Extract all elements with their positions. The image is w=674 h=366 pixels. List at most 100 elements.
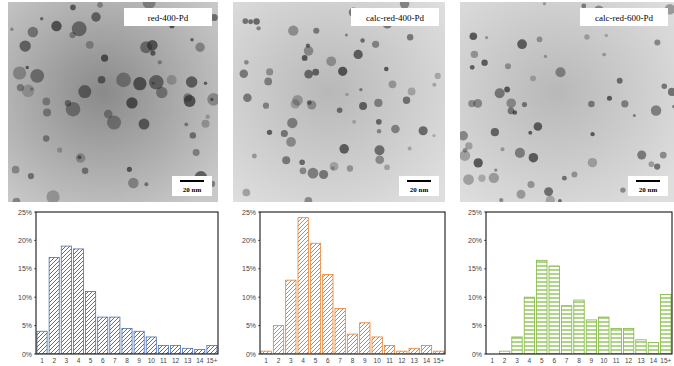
- x-tick-label: 9: [363, 357, 367, 364]
- particle: [504, 87, 510, 93]
- scale-box: [172, 176, 212, 196]
- particle: [43, 109, 51, 117]
- bar: [599, 317, 609, 354]
- y-tick-label: 20%: [242, 237, 256, 244]
- x-tick-label: 14: [196, 357, 204, 364]
- particle: [408, 146, 412, 150]
- x-tick-label: 4: [77, 357, 81, 364]
- particle: [263, 103, 269, 109]
- bar: [273, 326, 283, 354]
- x-tick-label: 1: [40, 357, 44, 364]
- scale-label: 20 nm: [410, 186, 429, 194]
- histogram: 0%5%10%15%20%25%123456789101112131415+: [468, 209, 672, 365]
- x-tick-label: 7: [113, 357, 117, 364]
- x-tick-label: 6: [101, 357, 105, 364]
- bar: [170, 345, 180, 354]
- bar: [636, 340, 646, 354]
- y-tick: [258, 297, 260, 298]
- particle: [193, 149, 200, 156]
- y-tick: [258, 268, 260, 269]
- histogram: 0%5%10%15%20%25%123456789101112131415+: [18, 209, 218, 365]
- bars: [499, 260, 671, 354]
- label-box: [124, 8, 212, 26]
- particle: [207, 93, 218, 106]
- particle: [617, 78, 623, 84]
- particle: [184, 122, 188, 126]
- particle: [307, 101, 316, 110]
- particle: [101, 55, 108, 62]
- particle: [584, 34, 589, 39]
- y-tick: [484, 297, 486, 298]
- particle: [91, 12, 100, 21]
- particle: [204, 82, 207, 85]
- particle: [384, 164, 390, 170]
- particle: [485, 36, 488, 39]
- particle: [654, 39, 660, 45]
- x-tick-label: 5: [314, 357, 318, 364]
- particle: [240, 69, 248, 77]
- bar: [524, 297, 534, 354]
- bar: [335, 309, 345, 354]
- particle: [156, 87, 167, 98]
- particle: [529, 153, 538, 162]
- image-background: [233, 2, 445, 202]
- bar: [183, 348, 193, 354]
- y-tick-label: 25%: [18, 209, 32, 216]
- particle: [304, 70, 313, 79]
- x-tick-label: 10: [374, 357, 382, 364]
- particle: [474, 158, 483, 167]
- bar: [310, 243, 320, 354]
- particle: [152, 82, 155, 85]
- y-tick: [34, 325, 36, 326]
- x-tick-label: 15+: [433, 357, 444, 364]
- particle: [126, 97, 137, 108]
- particle: [389, 80, 397, 88]
- particle: [104, 110, 113, 119]
- panel-title: calc-red-400-Pd: [366, 13, 424, 23]
- particle: [128, 178, 139, 189]
- bars: [37, 246, 217, 354]
- particle: [72, 21, 87, 36]
- x-tick-label: 8: [125, 357, 129, 364]
- bar: [586, 320, 596, 354]
- particle: [304, 46, 314, 56]
- x-tick-label: 5: [89, 357, 93, 364]
- bar: [421, 345, 431, 354]
- particle: [248, 19, 253, 24]
- particle: [649, 161, 655, 167]
- particle: [345, 33, 348, 36]
- particle: [468, 100, 475, 107]
- bar: [549, 266, 559, 354]
- figure: red-400-Pd20 nm0%5%10%15%20%25%123456789…: [0, 0, 674, 366]
- x-tick-label: 12: [625, 357, 633, 364]
- bar: [384, 345, 394, 354]
- particle: [116, 73, 131, 88]
- y-tick-label: 5%: [22, 322, 32, 329]
- particle: [307, 100, 312, 105]
- particle: [515, 148, 525, 158]
- particle: [256, 26, 260, 30]
- particle: [127, 167, 132, 172]
- particle: [51, 21, 61, 31]
- particle: [57, 148, 62, 153]
- y-tick-label: 15%: [18, 265, 32, 272]
- particle: [384, 67, 389, 72]
- bar: [49, 257, 59, 354]
- x-tick-label: 2: [277, 357, 281, 364]
- bar: [195, 349, 205, 354]
- particle: [543, 2, 546, 5]
- particle: [607, 96, 612, 101]
- particle: [527, 181, 534, 188]
- y-tick: [484, 212, 486, 213]
- x-tick-label: 12: [172, 357, 180, 364]
- particle: [660, 152, 667, 159]
- particle: [522, 102, 527, 107]
- x-tick-label: 1: [264, 357, 268, 364]
- particle: [242, 18, 248, 24]
- particle: [288, 26, 298, 36]
- particle: [300, 168, 307, 175]
- y-tick: [484, 268, 486, 269]
- scale-label: 20 nm: [639, 186, 658, 194]
- particle: [359, 88, 362, 91]
- particle: [286, 137, 296, 147]
